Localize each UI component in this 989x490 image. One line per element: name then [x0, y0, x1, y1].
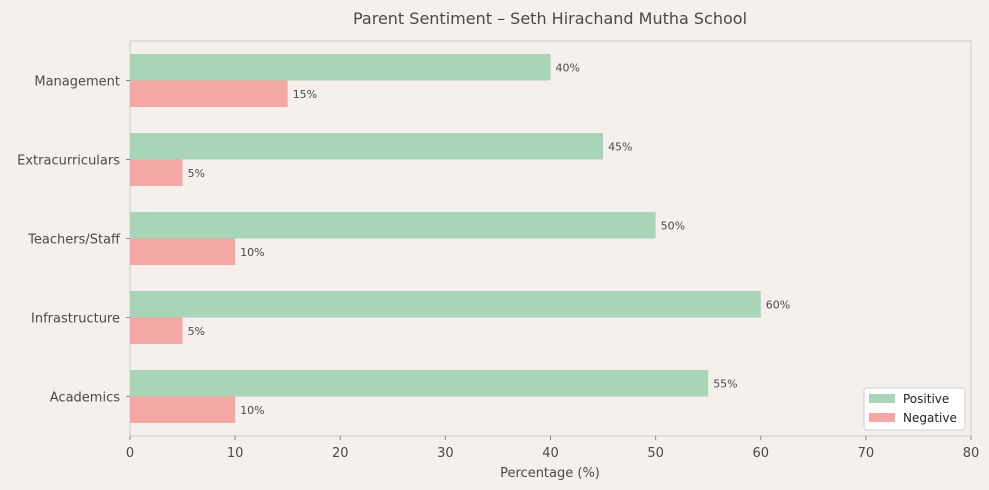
bar-negative [130, 238, 236, 265]
category-label: Management [34, 75, 120, 90]
x-tick-label: 70 [858, 446, 875, 461]
bar-negative [130, 317, 183, 344]
category-label: Teachers/Staff [27, 233, 121, 248]
bar-value-label: 5% [188, 167, 205, 180]
x-tick-label: 20 [332, 446, 349, 461]
bar-value-label: 60% [766, 298, 790, 311]
x-tick-label: 0 [126, 446, 134, 461]
bar-negative [130, 80, 288, 107]
legend: Positive Negative [863, 387, 966, 431]
bar-positive [130, 370, 709, 397]
bar-value-label: 50% [661, 219, 685, 232]
legend-label-negative: Negative [903, 411, 957, 425]
bar-negative [130, 159, 183, 186]
category-label: Academics [50, 391, 120, 406]
bar-positive [130, 212, 656, 239]
x-ticks: 0 10 20 30 40 50 60 70 80 [126, 436, 979, 461]
category-label: Extracurriculars [17, 154, 120, 169]
x-tick-label: 60 [752, 446, 769, 461]
x-tick-label: 30 [437, 446, 454, 461]
legend-swatch-negative [869, 413, 895, 422]
bar-value-label: 10% [240, 246, 264, 259]
bars-group: 55% 10% 60% 5% 50% 10% 45% 5% 40% 15% [130, 54, 790, 423]
chart-title: Parent Sentiment – Seth Hirachand Mutha … [353, 9, 747, 28]
legend-swatch-positive [869, 394, 895, 403]
x-tick-label: 50 [647, 446, 664, 461]
x-axis-label: Percentage (%) [500, 466, 600, 481]
x-tick-label: 10 [227, 446, 244, 461]
bar-value-label: 55% [713, 377, 737, 390]
x-tick-label: 40 [542, 446, 559, 461]
category-label: Infrastructure [31, 312, 120, 327]
bar-value-label: 45% [608, 140, 632, 153]
bar-positive [130, 54, 551, 81]
bar-value-label: 15% [293, 88, 317, 101]
x-tick-label: 80 [963, 446, 980, 461]
bar-negative [130, 396, 236, 423]
bar-value-label: 5% [188, 325, 205, 338]
bar-positive [130, 291, 761, 318]
bar-value-label: 40% [556, 61, 580, 74]
bar-value-label: 10% [240, 404, 264, 417]
legend-label-positive: Positive [903, 392, 949, 406]
bar-positive [130, 133, 604, 160]
category-labels: Academics Infrastructure Teachers/Staff Ext… [17, 75, 130, 406]
